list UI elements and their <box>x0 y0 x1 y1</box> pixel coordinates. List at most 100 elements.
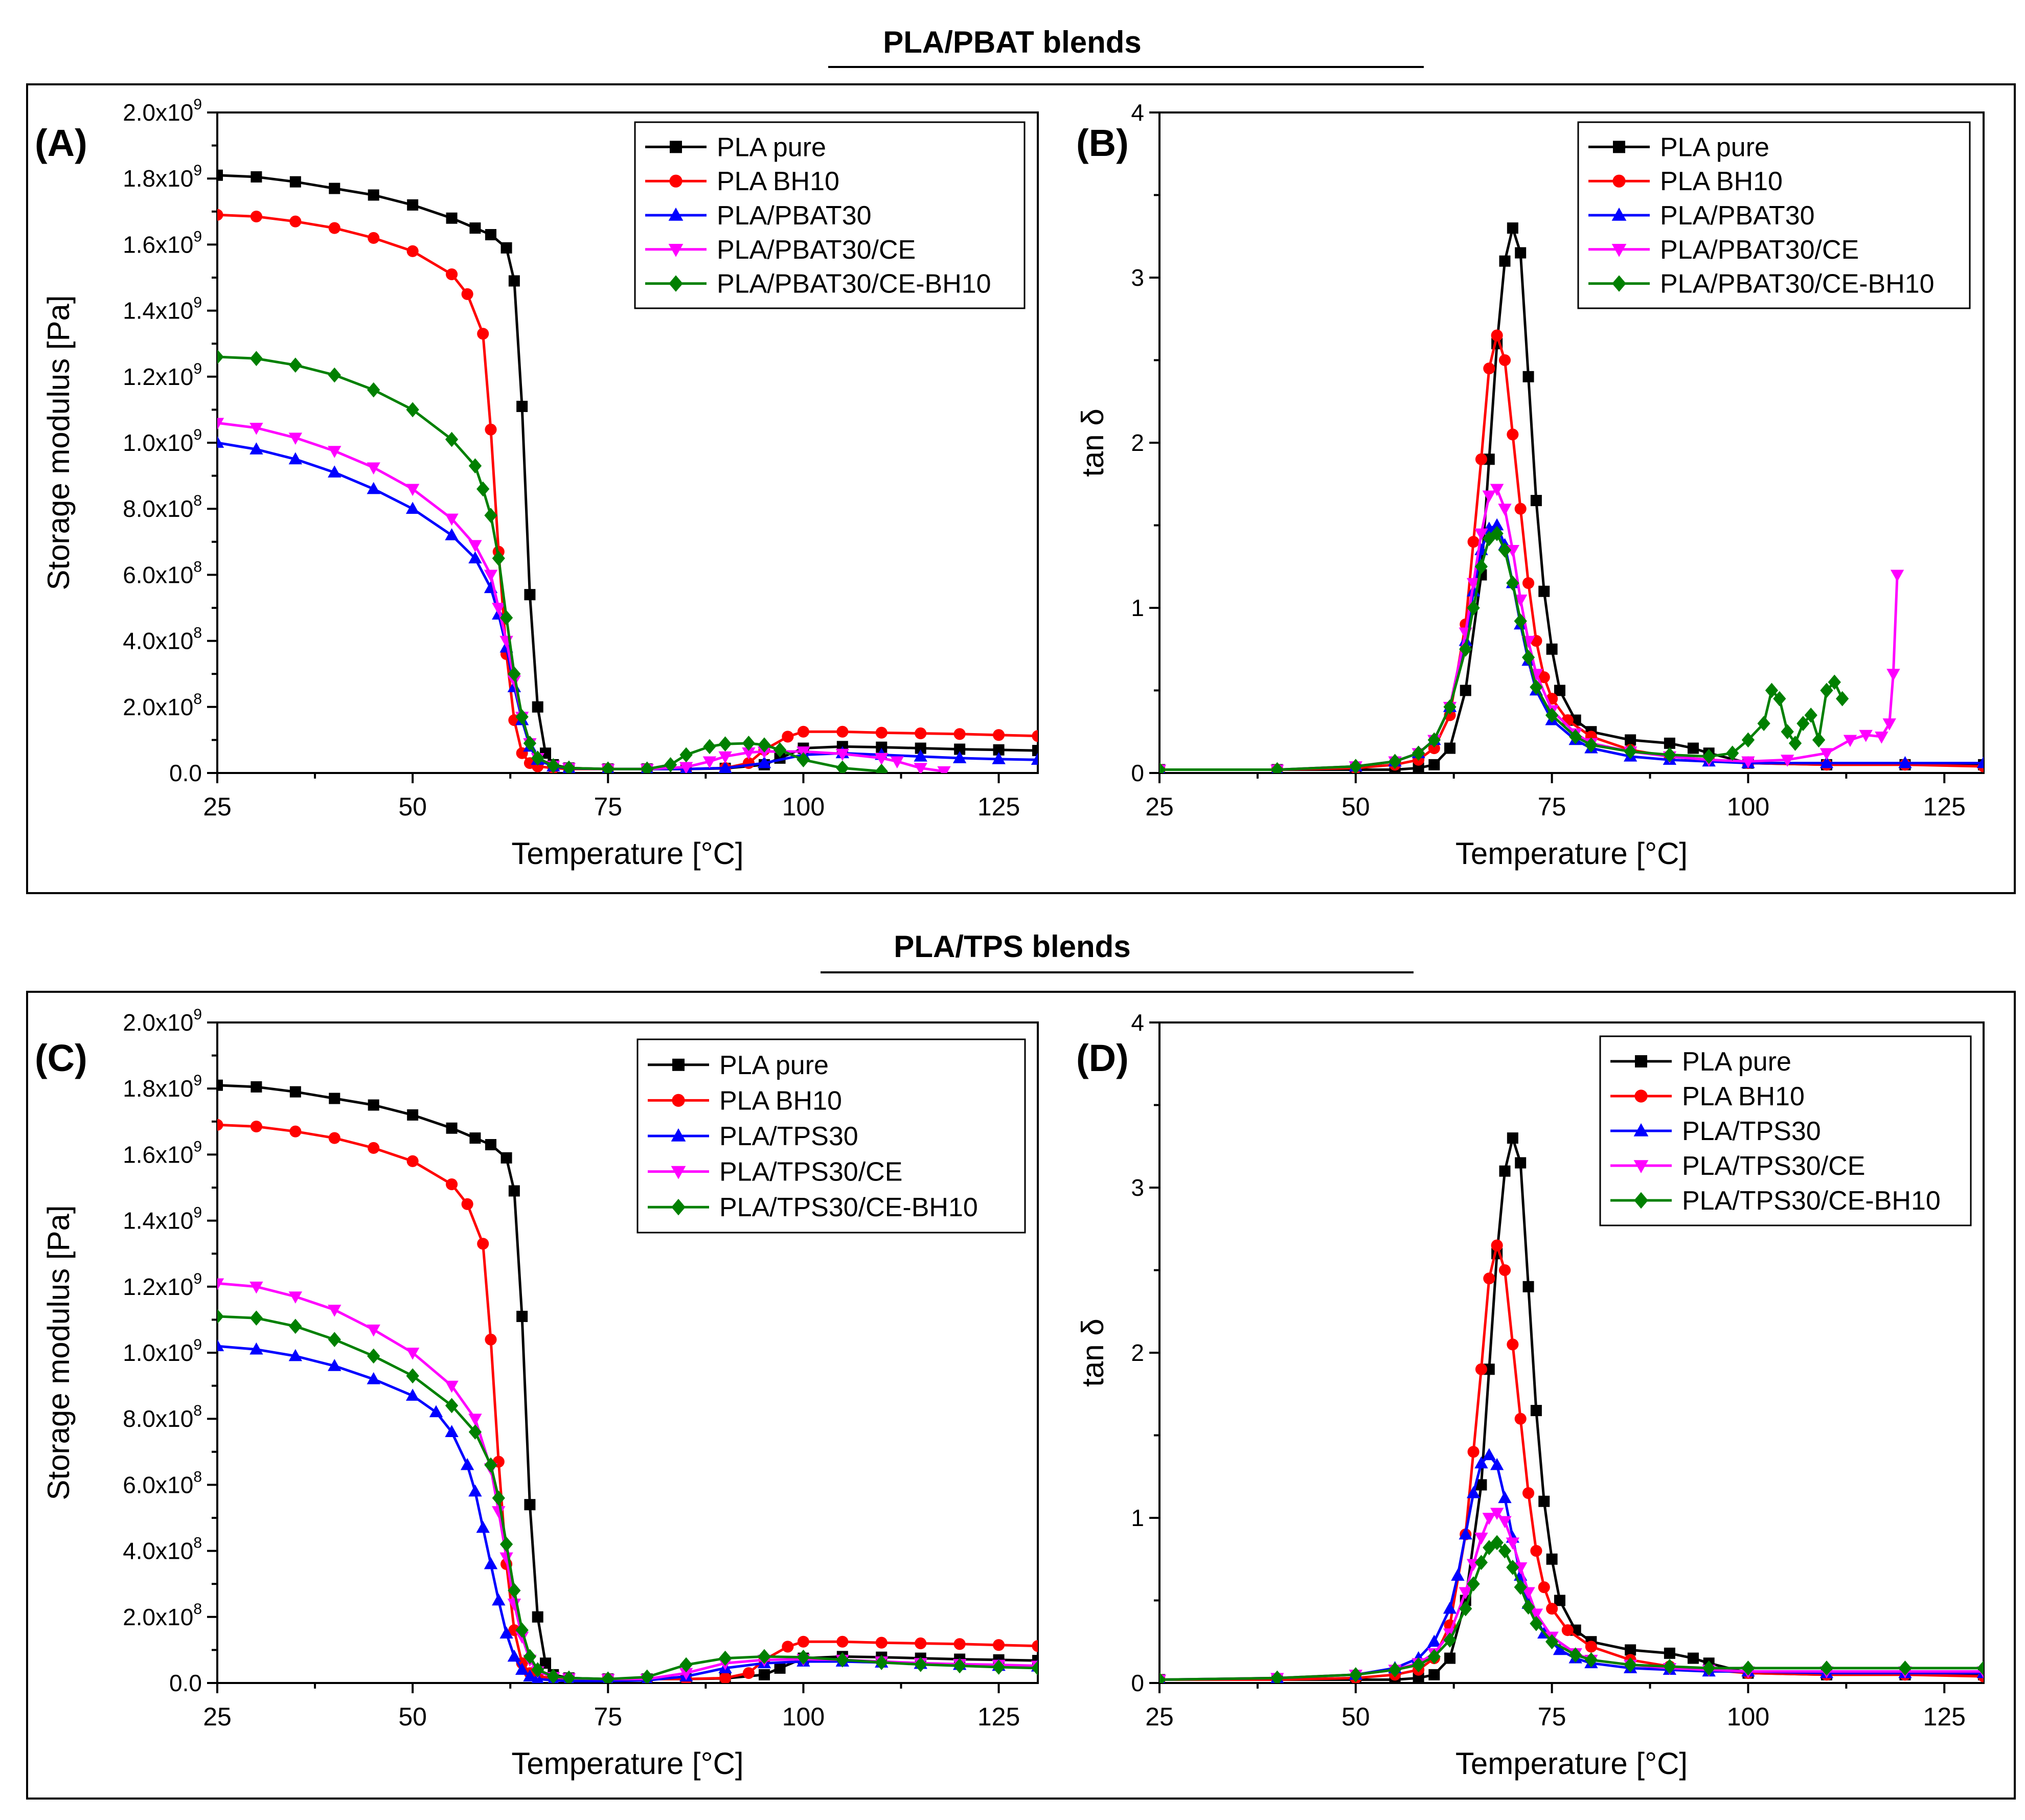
data-point-pla-pbat30-ce-bh10 <box>406 402 419 418</box>
data-point-pla-tps30 <box>507 1649 521 1662</box>
data-point-pla-pure <box>1032 745 1038 757</box>
data-point-pla-tps30-ce-bh10 <box>1521 1599 1535 1615</box>
legend-marker-pla-pbat30-ce-bh10 <box>1612 275 1626 292</box>
data-point-pla-pbat30-ce-bh10 <box>664 757 677 772</box>
data-point-pla-pbat30 <box>992 752 1006 764</box>
data-point-pla-pbat30 <box>1898 756 1912 768</box>
data-point-pla-pbat30 <box>249 442 263 454</box>
data-point-pla-tps30-ce <box>405 1348 420 1360</box>
data-point-pla-tps30-ce-bh10 <box>508 1583 521 1598</box>
data-point-pla-pure <box>217 1079 223 1091</box>
legend-marker-pla-bh10 <box>672 1094 685 1107</box>
y-tick-mantissa: 4 <box>1131 1009 1144 1036</box>
legend-marker-pla-pbat30-ce <box>668 244 684 257</box>
x-tick-label: 100 <box>782 792 825 821</box>
data-point-pla-pbat30-ce-bh10 <box>523 736 537 751</box>
data-point-pla-pure <box>1522 371 1534 382</box>
data-point-pla-tps30-ce-bh10 <box>531 1662 544 1678</box>
data-point-pla-tps30 <box>492 1593 506 1606</box>
data-point-pla-bh10 <box>1483 362 1495 375</box>
y-tick-mantissa: 1.6x10 <box>123 231 193 258</box>
x-tick-label: 75 <box>1538 792 1566 821</box>
data-point-pla-pbat30 <box>1819 756 1834 768</box>
y-tick-label: 1.6x109 <box>123 228 202 258</box>
data-point-pla-bh10 <box>1514 503 1527 515</box>
data-point-pla-pure <box>1625 734 1636 746</box>
data-point-pla-pbat30-ce-bh10 <box>484 508 497 523</box>
panel-label: (C) <box>35 1037 87 1079</box>
data-point-pla-pbat30-ce-bh10 <box>217 349 224 365</box>
legend: PLA pure PLA BH10 PLA/TPS30 PLA/TPS30/CE PLA… <box>636 1038 1026 1234</box>
data-point-pla-pure <box>759 1669 770 1680</box>
data-point-pla-tps30-ce <box>499 1552 513 1565</box>
data-point-pla-pure <box>329 183 340 194</box>
data-point-pla-bh10 <box>836 725 849 738</box>
legend-marker-pla-pure <box>1613 141 1625 153</box>
data-point-pla-tps30-ce-bh10 <box>328 1332 341 1348</box>
data-point-pla-bh10 <box>1538 1581 1550 1594</box>
y-tick-exponent: 8 <box>193 1601 202 1618</box>
data-point-pla-pbat30 <box>367 482 380 494</box>
data-point-pla-pbat30-ce-bh10 <box>1812 732 1826 748</box>
data-point-pla-pure <box>251 1081 262 1093</box>
data-point-pla-tps30-ce-bh10 <box>758 1649 771 1665</box>
data-point-pla-pure <box>485 229 496 241</box>
x-tick-label: 25 <box>1145 1702 1174 1731</box>
data-point-pla-pbat30-ce-bh10 <box>249 351 263 367</box>
y-tick-mantissa: 1 <box>1131 1505 1144 1531</box>
y-tick-exponent: 9 <box>193 1336 202 1353</box>
legend-label-pla-pure: PLA pure <box>1660 132 1769 162</box>
data-point-pla-pure <box>1515 247 1527 259</box>
data-point-pla-tps30 <box>523 1669 537 1681</box>
panel-c: 25 50 75 100 1250.02.0x1084.0x1086.0x1088.0x… <box>35 1006 1039 1781</box>
legend-label-pla-pbat30: PLA/PBAT30 <box>717 201 872 231</box>
y-tick-label: 2 <box>1131 1339 1144 1366</box>
data-point-pla-pbat30-ce <box>702 756 717 769</box>
y-tick-label: 4.0x108 <box>123 1535 202 1564</box>
data-point-pla-tps30-ce-bh10 <box>1530 1616 1543 1631</box>
data-point-pla-pbat30-ce-bh10 <box>1506 575 1519 591</box>
data-point-pla-pbat30-ce-bh10 <box>367 382 380 398</box>
y-axis-label: Storage modulus [Pa] <box>41 1205 76 1500</box>
y-tick-exponent: 9 <box>193 228 202 245</box>
y-tick-label: 0 <box>1131 760 1144 786</box>
y-tick-label: 2 <box>1131 429 1144 456</box>
data-point-pla-pbat30-ce-bh10 <box>1545 708 1559 723</box>
data-point-pla-pbat30-ce-bh10 <box>1498 542 1512 558</box>
y-tick-exponent: 9 <box>193 426 202 443</box>
data-point-pla-pure <box>1460 685 1471 696</box>
data-point-pla-pbat30-ce <box>217 418 224 430</box>
x-axis-label: Temperature [°C] <box>511 836 743 871</box>
y-tick-label: 1.0x109 <box>123 426 202 456</box>
data-point-pla-pbat30-ce-bh10 <box>641 761 654 773</box>
panel-label: (B) <box>1076 122 1129 164</box>
data-point-pla-tps30-ce-bh10 <box>249 1310 263 1326</box>
data-point-pla-tps30-ce-bh10 <box>992 1659 1006 1675</box>
data-point-pla-tps30 <box>1490 1458 1504 1470</box>
data-point-pla-bh10 <box>993 1639 1005 1651</box>
data-point-pla-pbat30-ce-bh10 <box>1624 744 1637 759</box>
data-point-pla-pbat30-ce-bh10 <box>1349 759 1362 773</box>
data-point-pla-tps30-ce-bh10 <box>1349 1667 1362 1682</box>
data-point-pla-tps30-ce-bh10 <box>641 1669 654 1683</box>
y-tick-mantissa: 3 <box>1131 1174 1144 1201</box>
data-point-pla-tps30-ce-bh10 <box>367 1348 380 1364</box>
data-point-pla-pbat30 <box>1490 518 1504 531</box>
data-point-pla-pbat30-ce-bh10 <box>1530 679 1543 695</box>
data-point-pla-bh10 <box>875 726 888 739</box>
data-point-pla-tps30-ce-bh10 <box>1159 1672 1166 1683</box>
legend: PLA pure PLA BH10 PLA/PBAT30 PLA/PBAT30/CE P… <box>634 121 1026 309</box>
data-point-pla-pbat30-ce-bh10 <box>1270 762 1284 773</box>
y-tick-mantissa: 0 <box>1131 760 1144 786</box>
y-tick-label: 4 <box>1131 99 1144 126</box>
data-point-pla-pbat30-ce <box>445 513 459 526</box>
y-tick-label: 1.8x109 <box>123 1072 202 1102</box>
data-point-pla-pbat30-ce <box>937 766 951 773</box>
legend-marker-pla-bh10 <box>1612 174 1626 188</box>
y-tick-exponent: 8 <box>193 625 202 642</box>
data-point-pla-bh10 <box>1032 730 1038 742</box>
data-point-pla-pbat30-ce-bh10 <box>1820 682 1833 698</box>
y-tick-exponent: 9 <box>193 1072 202 1089</box>
data-point-pla-bh10 <box>782 1641 794 1653</box>
y-tick-mantissa: 0 <box>1131 1670 1144 1696</box>
